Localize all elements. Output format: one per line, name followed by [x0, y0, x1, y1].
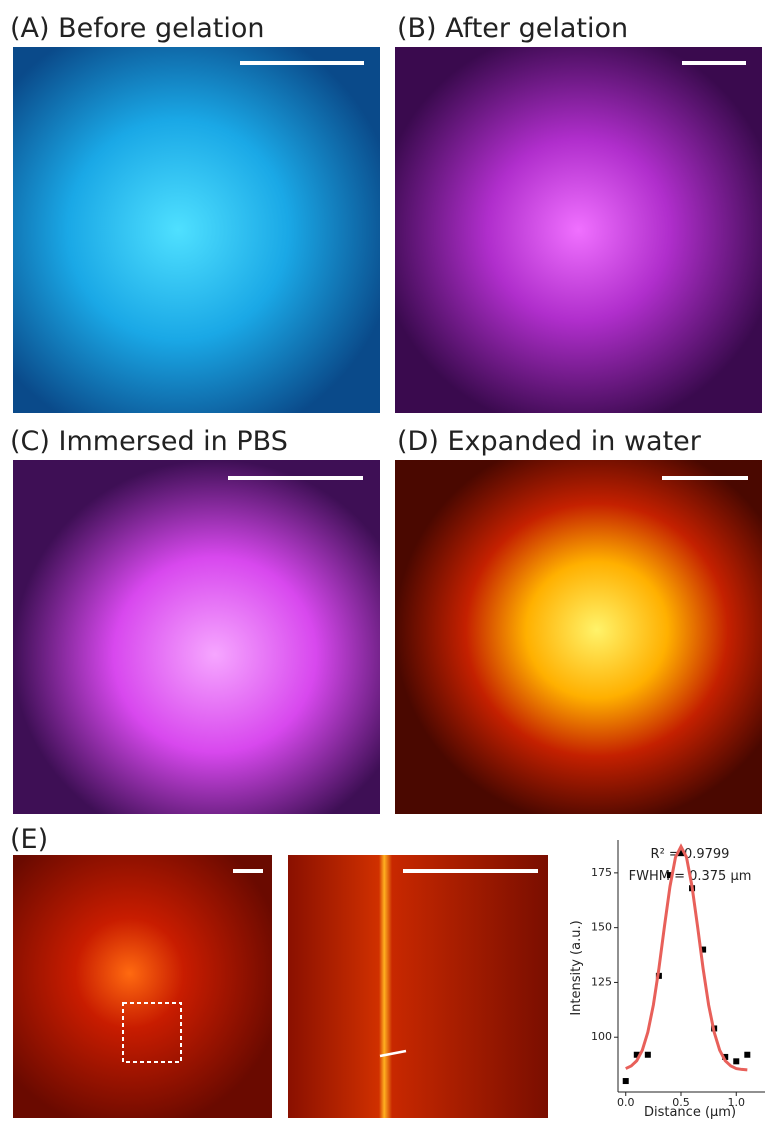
data-point	[744, 1052, 750, 1058]
data-point	[733, 1058, 739, 1064]
panel-label: (C) Immersed in PBS	[10, 426, 288, 457]
x-tick-label: 1.0	[728, 1096, 746, 1109]
panel-label: (D) Expanded in water	[397, 426, 702, 457]
image-a	[13, 47, 380, 413]
image-e-overview	[13, 855, 272, 1118]
y-axis-label: Intensity (a.u.)	[569, 920, 584, 1015]
x-tick-label: 0.5	[672, 1096, 690, 1109]
image-e-zoom	[288, 855, 548, 1118]
x-tick-label: 0.0	[617, 1096, 635, 1109]
y-tick-label: 100	[591, 1030, 612, 1043]
image-b	[395, 47, 762, 413]
data-point	[623, 1078, 629, 1084]
panel-label: (A) Before gelation	[10, 13, 265, 44]
panel-label: (B) After gelation	[397, 13, 628, 44]
y-tick-label: 175	[591, 866, 612, 879]
page: (A) Before gelation (B) After gelation (…	[0, 0, 768, 1123]
data-point	[645, 1052, 651, 1058]
y-tick-label: 150	[591, 921, 612, 934]
panel-label: (E)	[10, 824, 48, 855]
image-d	[395, 460, 762, 814]
y-tick-label: 125	[591, 975, 612, 988]
annotation: R² = 0.9799	[651, 847, 730, 862]
figure: (A) Before gelation (B) After gelation (…	[0, 0, 768, 1123]
image-c	[13, 460, 380, 814]
x-axis-label: Distance (μm)	[644, 1105, 736, 1120]
